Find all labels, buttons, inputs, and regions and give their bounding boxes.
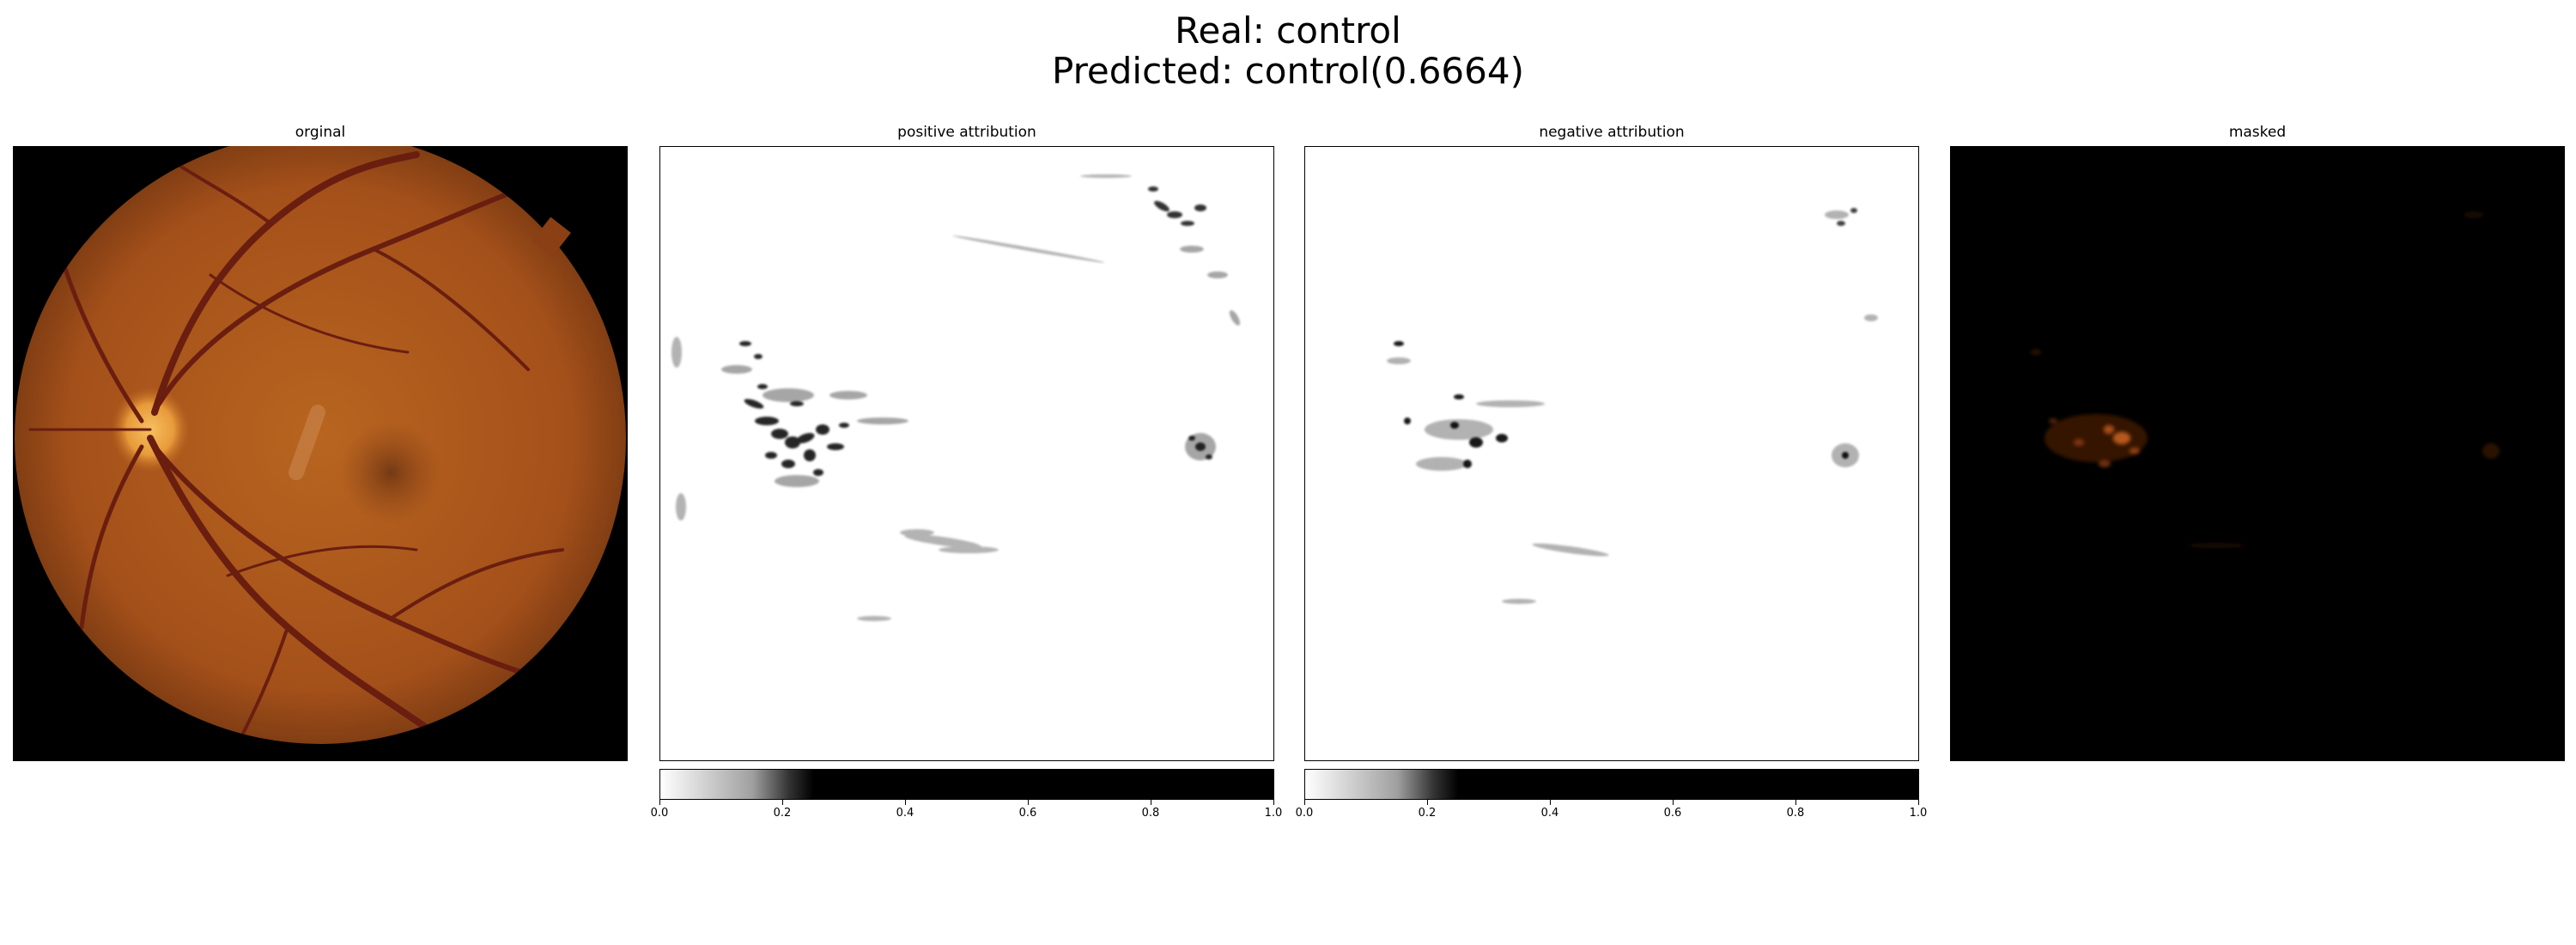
colorbar-tick-label: 0.0 [650, 807, 669, 820]
colorbar-tick [782, 800, 783, 805]
masked-image [1950, 146, 2565, 761]
colorbar-tick [1273, 800, 1274, 805]
colorbar-tick [659, 800, 660, 805]
colorbar-tick [1550, 800, 1551, 805]
original-fundus-image [13, 146, 628, 761]
colorbar-tick-label: 1.0 [1264, 807, 1283, 820]
figure-title: Real: control Predicted: control(0.6664) [0, 10, 2576, 91]
positive-attribution-map [659, 146, 1274, 761]
negative-attribution-map [1304, 146, 1919, 761]
colorbar-tick-label: 0.4 [1540, 807, 1559, 820]
colorbar-tick-label: 0.8 [1786, 807, 1805, 820]
panel-title-masked: masked [2228, 124, 2287, 141]
panel-title-positive-attribution: positive attribution [897, 124, 1036, 141]
colorbar-tick [1918, 800, 1919, 805]
colorbar-tick-label: 0.2 [1418, 807, 1437, 820]
negative-attribution-colorbar [1304, 769, 1919, 800]
colorbar-tick [905, 800, 906, 805]
colorbar-tick [1028, 800, 1029, 805]
panel-title-original: orginal [295, 124, 346, 141]
figure-title-predicted: Predicted: control(0.6664) [1052, 50, 1524, 92]
colorbar-tick-label: 0.8 [1141, 807, 1160, 820]
colorbar-tick-label: 0.4 [896, 807, 914, 820]
panel-title-negative-attribution: negative attribution [1539, 124, 1685, 141]
figure-title-real: Real: control [1175, 9, 1401, 52]
colorbar-tick-label: 0.6 [1018, 807, 1037, 820]
negative-attribution-colorbar-ticks: 0.0 0.2 0.4 0.6 0.8 1.0 [1296, 800, 1927, 826]
colorbar-tick [1795, 800, 1796, 805]
positive-attribution-colorbar-ticks: 0.0 0.2 0.4 0.6 0.8 1.0 [651, 800, 1282, 826]
colorbar-tick-label: 0.0 [1295, 807, 1314, 820]
colorbar-tick-label: 0.2 [773, 807, 792, 820]
colorbar-tick [1673, 800, 1674, 805]
colorbar-tick [1427, 800, 1428, 805]
colorbar-tick-label: 1.0 [1909, 807, 1928, 820]
colorbar-tick-label: 0.6 [1663, 807, 1682, 820]
positive-attribution-colorbar [659, 769, 1274, 800]
colorbar-tick [1304, 800, 1305, 805]
